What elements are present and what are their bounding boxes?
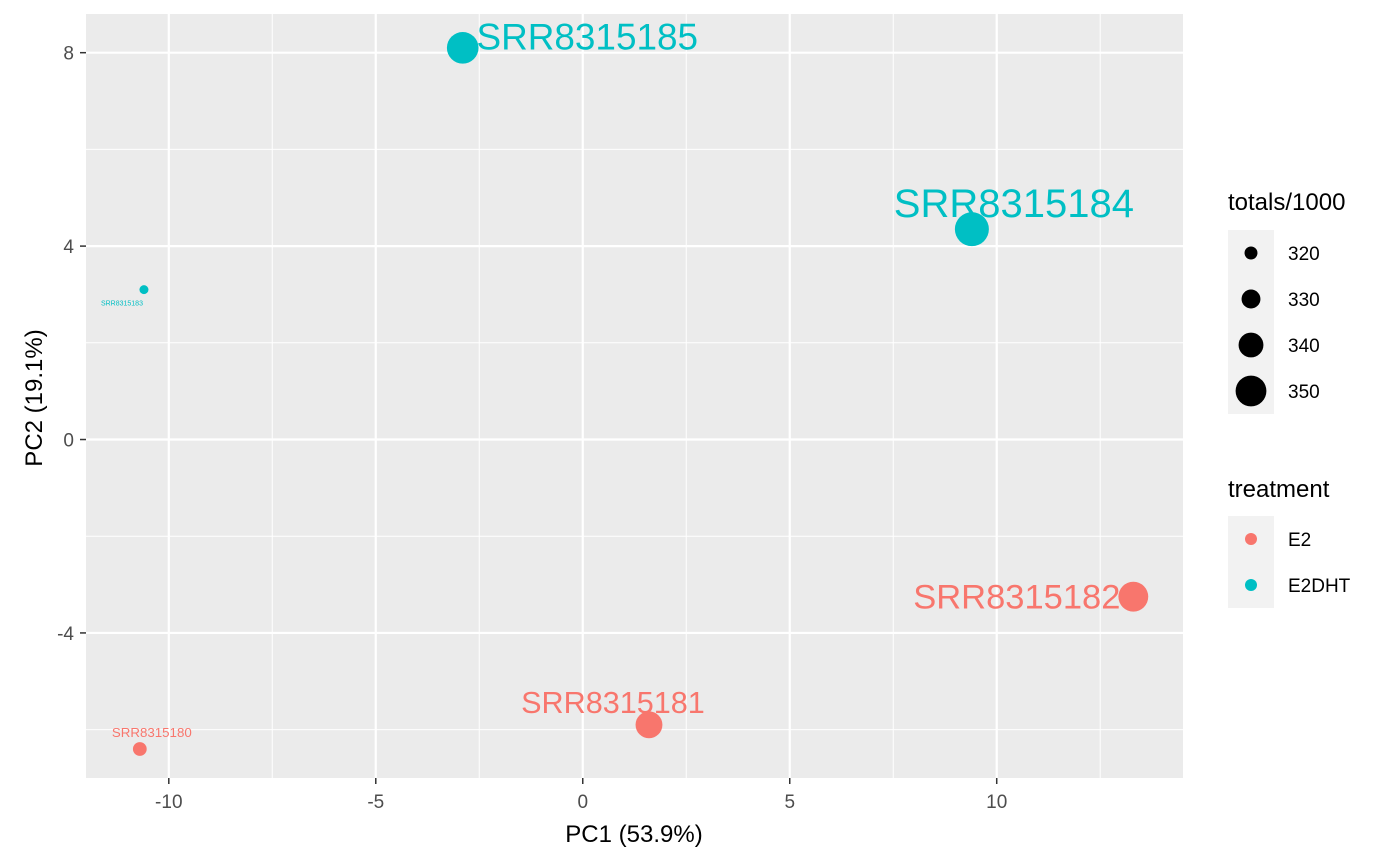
points-layer: SRR8315180 SRR8315181 SRR8315182 SRR8315183… <box>101 17 1149 756</box>
size-legend-title: totals/1000 <box>1228 189 1345 216</box>
size-legend-key <box>1235 375 1267 407</box>
size-legend-label: 350 <box>1288 382 1320 403</box>
point-label-srr8315184: SRR8315184 <box>894 182 1134 226</box>
size-legend-label: 320 <box>1288 244 1320 265</box>
plot-panel <box>86 14 1183 778</box>
x-tick-label: -5 <box>367 792 384 813</box>
data-point-srr8315184[interactable] <box>954 212 989 247</box>
size-legend-key <box>1244 246 1258 260</box>
y-axis-title: PC2 (19.1%) <box>21 329 48 466</box>
y-tick-label: 0 <box>63 431 74 452</box>
point-label-srr8315182: SRR8315182 <box>913 579 1120 617</box>
size-legend-key <box>1241 289 1261 309</box>
x-axis: -10 -5 0 5 10 <box>155 778 1007 813</box>
size-legend-label: 340 <box>1288 336 1320 357</box>
data-point-srr8315180[interactable] <box>132 742 147 756</box>
x-tick-label: 5 <box>784 792 795 813</box>
data-point-srr8315182[interactable] <box>1118 581 1149 612</box>
y-tick-label: 8 <box>63 44 74 65</box>
color-legend-label: E2 <box>1288 530 1311 551</box>
color-legend-key-e2dht <box>1245 579 1257 591</box>
color-legend-title: treatment <box>1228 476 1330 503</box>
color-legend-key-background <box>1228 516 1274 608</box>
x-tick-label: -10 <box>155 792 182 813</box>
panel-background <box>86 14 1183 778</box>
data-point-srr8315183[interactable] <box>139 285 149 295</box>
point-label-srr8315180: SRR8315180 <box>112 725 192 740</box>
size-legend-key <box>1238 332 1264 358</box>
x-tick-label: 0 <box>577 792 588 813</box>
color-legend: treatment E2 E2DHT <box>1228 476 1351 608</box>
y-tick-label: -4 <box>57 624 74 645</box>
point-label-srr8315181: SRR8315181 <box>521 686 705 720</box>
data-point-srr8315181[interactable] <box>635 711 663 739</box>
color-legend-label: E2DHT <box>1288 576 1351 597</box>
data-point-srr8315185[interactable] <box>446 32 479 64</box>
y-tick-label: 4 <box>63 237 74 258</box>
x-tick-label: 10 <box>986 792 1007 813</box>
size-legend-label: 330 <box>1288 290 1320 311</box>
point-label-srr8315185: SRR8315185 <box>477 17 699 58</box>
x-axis-title: PC1 (53.9%) <box>565 821 702 848</box>
color-legend-key-e2 <box>1245 533 1257 545</box>
y-axis: -4 0 4 8 <box>57 44 86 645</box>
size-legend: totals/1000 320 330 340 350 <box>1228 189 1345 414</box>
point-label-srr8315183: SRR8315183 <box>101 301 143 308</box>
